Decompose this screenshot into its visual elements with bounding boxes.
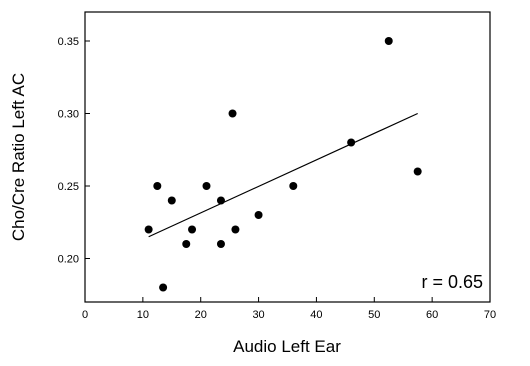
data-point <box>159 283 168 292</box>
regression-line-group <box>148 112 418 238</box>
x-tick-label: 0 <box>82 309 88 321</box>
data-point <box>231 225 240 234</box>
data-point <box>153 182 162 190</box>
data-point <box>188 225 197 234</box>
x-tick-label: 10 <box>137 309 149 321</box>
x-tick-label: 20 <box>195 309 207 321</box>
y-tick-label: 0.30 <box>58 109 79 121</box>
plot-frame <box>84 11 491 303</box>
x-axis-ticks: 0 10 20 30 40 50 60 70 <box>82 297 496 321</box>
data-point <box>228 109 237 118</box>
x-tick-label: 40 <box>310 309 322 321</box>
data-point <box>216 196 225 205</box>
y-tick-label: 0.25 <box>58 181 79 193</box>
correlation-annotation: r = 0.65 <box>421 272 483 292</box>
data-point <box>289 182 298 190</box>
data-point <box>216 240 225 248</box>
data-point <box>202 182 211 190</box>
data-point <box>347 138 356 147</box>
x-tick-label: 60 <box>426 309 438 321</box>
data-point <box>182 240 191 248</box>
data-points <box>144 37 422 292</box>
data-point <box>384 37 393 45</box>
y-axis-ticks: 0.20 0.25 0.30 0.35 <box>58 36 90 266</box>
data-point <box>167 196 176 205</box>
x-tick-label: 70 <box>484 309 496 321</box>
data-point <box>254 211 263 219</box>
data-point <box>144 225 153 234</box>
y-tick-label: 0.35 <box>58 36 79 48</box>
data-point <box>413 167 422 176</box>
x-axis-title: Audio Left Ear <box>233 337 341 356</box>
x-tick-label: 50 <box>368 309 380 321</box>
regression-line <box>148 112 418 238</box>
y-tick-label: 0.20 <box>58 254 79 266</box>
y-axis-title: Cho/Cre Ratio Left AC <box>9 73 28 241</box>
x-tick-label: 30 <box>252 309 264 321</box>
